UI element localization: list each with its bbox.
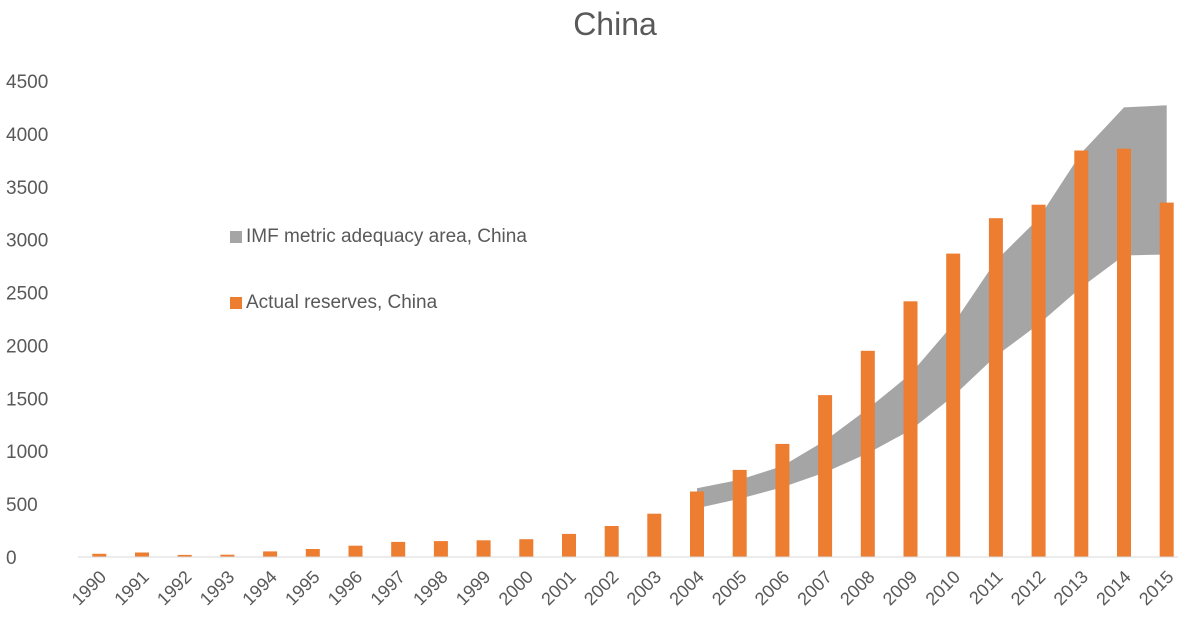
bar-actual-reserves xyxy=(92,553,107,557)
x-tick-label: 2006 xyxy=(751,567,793,609)
bar-actual-reserves xyxy=(818,395,833,557)
y-tick-label: 1000 xyxy=(6,442,48,463)
y-tick-label: 500 xyxy=(6,495,38,516)
bar-actual-reserves xyxy=(604,526,619,557)
x-tick-label: 2003 xyxy=(623,567,665,609)
bar-actual-reserves xyxy=(177,554,192,557)
legend-label-actual-reserves: Actual reserves, China xyxy=(246,292,438,313)
x-tick-label: 1992 xyxy=(153,567,195,609)
x-tick-label: 2014 xyxy=(1092,567,1134,609)
y-tick-label: 4000 xyxy=(6,125,48,146)
x-axis-ticks: 1990 1991 1992 1993 1994 1995 1996 1997 1998 1999… xyxy=(68,567,1178,609)
x-tick-label: 1994 xyxy=(238,567,280,609)
x-tick-label: 2001 xyxy=(537,567,579,609)
legend-item-imf-area: IMF metric adequacy area, China xyxy=(230,226,527,248)
bar-actual-reserves xyxy=(860,350,875,557)
bar-actual-reserves xyxy=(519,539,534,557)
bar-actual-reserves xyxy=(305,549,320,557)
legend-label-imf-area: IMF metric adequacy area, China xyxy=(246,226,527,247)
x-tick-label: 1996 xyxy=(324,567,366,609)
legend-swatch-actual-reserves xyxy=(230,297,242,309)
bar-actual-reserves xyxy=(946,253,961,557)
bar-actual-reserves xyxy=(647,513,662,557)
x-tick-label: 2013 xyxy=(1050,567,1092,609)
bar-actual-reserves xyxy=(476,540,491,557)
x-tick-label: 2009 xyxy=(879,567,921,609)
bar-actual-reserves xyxy=(1159,202,1174,557)
x-tick-label: 1990 xyxy=(68,567,110,609)
bar-actual-reserves xyxy=(1117,148,1131,557)
bar-actual-reserves xyxy=(903,301,918,557)
bar-actual-reserves xyxy=(775,443,790,557)
y-axis-ticks: 0 500 1000 1500 2000 2500 3000 3500 4000 4500 xyxy=(6,72,48,569)
bar-actual-reserves xyxy=(988,218,1003,557)
x-tick-label: 2004 xyxy=(665,567,707,609)
adequacy-band-layer xyxy=(697,105,1167,509)
bar-actual-reserves xyxy=(1074,150,1089,557)
x-tick-label: 1995 xyxy=(281,567,323,609)
x-tick-label: 2002 xyxy=(580,567,622,609)
y-tick-label: 1500 xyxy=(6,389,48,410)
x-tick-label: 1999 xyxy=(452,567,494,609)
bar-actual-reserves xyxy=(263,551,278,557)
x-tick-label: 2012 xyxy=(1007,567,1049,609)
y-tick-label: 0 xyxy=(6,548,17,569)
legend-swatch-imf-area xyxy=(230,231,242,243)
imf-adequacy-band xyxy=(697,105,1167,509)
x-tick-label: 1993 xyxy=(196,567,238,609)
bar-layer xyxy=(92,148,1174,557)
x-tick-label: 2010 xyxy=(922,567,964,609)
y-tick-label: 2500 xyxy=(6,284,48,305)
bar-actual-reserves xyxy=(732,469,747,557)
x-tick-label: 1998 xyxy=(409,567,451,609)
bar-actual-reserves xyxy=(391,541,406,557)
y-tick-label: 4500 xyxy=(6,72,48,93)
chart-title: China xyxy=(573,6,657,42)
x-tick-label: 1997 xyxy=(367,567,409,609)
x-tick-label: 2007 xyxy=(793,567,835,609)
bar-actual-reserves xyxy=(433,541,448,557)
y-tick-label: 2000 xyxy=(6,336,48,357)
x-tick-label: 2011 xyxy=(965,567,1007,609)
y-tick-label: 3000 xyxy=(6,231,48,252)
bar-actual-reserves xyxy=(690,491,704,557)
x-tick-label: 2015 xyxy=(1135,567,1177,609)
x-tick-label: 2008 xyxy=(836,567,878,609)
bar-actual-reserves xyxy=(1031,204,1046,557)
bar-actual-reserves xyxy=(348,545,363,557)
x-tick-label: 2000 xyxy=(495,567,537,609)
x-tick-label: 1991 xyxy=(110,567,152,609)
y-tick-label: 3500 xyxy=(6,178,48,199)
bar-actual-reserves xyxy=(562,533,576,557)
bar-actual-reserves xyxy=(135,552,149,557)
bar-actual-reserves xyxy=(220,554,235,557)
x-tick-label: 2005 xyxy=(708,567,750,609)
legend-item-actual-reserves: Actual reserves, China xyxy=(230,292,437,314)
